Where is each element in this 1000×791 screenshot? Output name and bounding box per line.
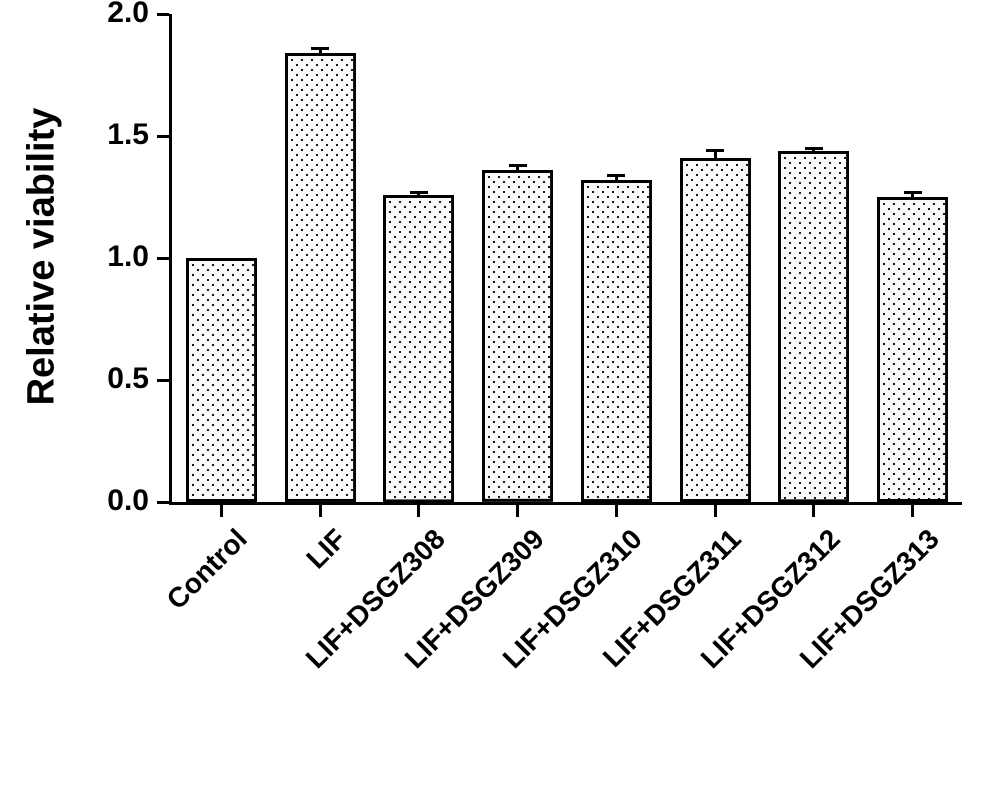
y-tick-label: 0.5 (107, 362, 149, 396)
y-tick (157, 257, 169, 260)
error-cap (805, 147, 823, 150)
bar (778, 151, 849, 502)
bar (482, 170, 553, 502)
error-cap (509, 164, 527, 167)
y-axis-line (169, 14, 172, 505)
viability-bar-chart: Relative viability 0.00.51.01.52.0Contro… (0, 0, 1000, 791)
y-tick (157, 501, 169, 504)
x-tick (319, 505, 322, 517)
y-tick-label: 0.0 (107, 484, 149, 518)
x-tick (417, 505, 420, 517)
x-tick (220, 505, 223, 517)
y-tick (157, 379, 169, 382)
x-tick (714, 505, 717, 517)
error-cap (904, 191, 922, 194)
x-tick (911, 505, 914, 517)
y-tick-label: 1.0 (107, 240, 149, 274)
bar (285, 53, 356, 502)
bar (581, 180, 652, 502)
y-tick-label: 2.0 (107, 0, 149, 30)
y-axis-title: Relative viability (21, 13, 64, 501)
bar (383, 195, 454, 502)
y-tick-label: 1.5 (107, 118, 149, 152)
error-cap (311, 47, 329, 50)
error-cap (410, 191, 428, 194)
error-cap (607, 174, 625, 177)
x-axis-line (169, 502, 962, 505)
x-tick (615, 505, 618, 517)
bar (186, 258, 257, 502)
bar (680, 158, 751, 502)
x-tick (812, 505, 815, 517)
y-tick (157, 13, 169, 16)
error-cap (706, 149, 724, 152)
y-tick (157, 135, 169, 138)
bar (877, 197, 948, 502)
x-tick (516, 505, 519, 517)
